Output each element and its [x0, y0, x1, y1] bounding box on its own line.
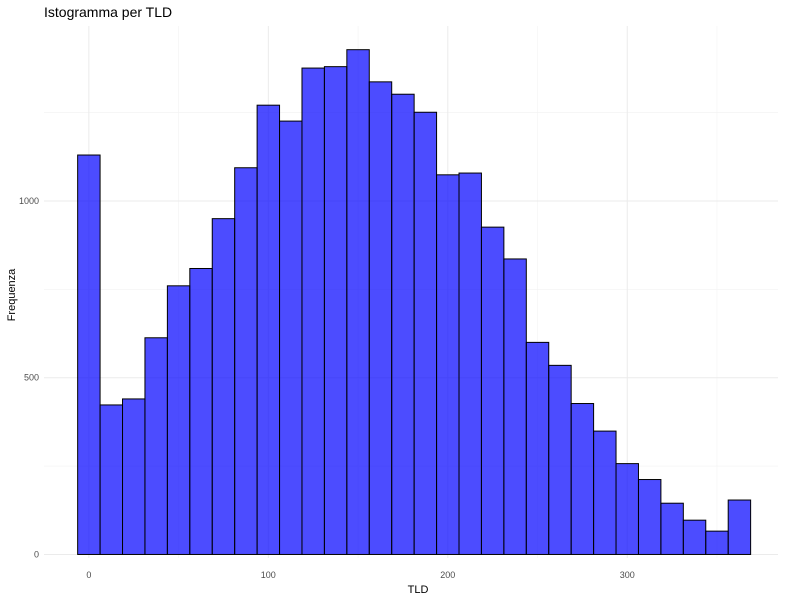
- histogram-bar: [458, 172, 482, 555]
- histogram-bar: [99, 404, 124, 555]
- histogram-bar: [144, 337, 168, 555]
- bars-layer: [77, 49, 752, 555]
- histogram-bar: [279, 120, 303, 555]
- histogram-bar: [368, 81, 393, 555]
- histogram-bar: [705, 530, 729, 555]
- x-tick-label: 0: [86, 570, 91, 580]
- y-tick-label: 500: [24, 373, 39, 383]
- histogram-bar: [727, 499, 752, 555]
- y-axis-label: Frequenza: [6, 268, 18, 321]
- histogram-bar: [122, 398, 146, 555]
- histogram-bar: [436, 174, 460, 555]
- histogram-bar: [593, 430, 617, 555]
- histogram-bar: [346, 49, 370, 555]
- histogram-bar: [548, 364, 572, 555]
- histogram-bar: [570, 403, 595, 555]
- y-tick-label: 0: [34, 549, 39, 559]
- histogram-bar: [189, 267, 213, 555]
- histogram-bar: [211, 218, 236, 555]
- histogram-bar: [323, 66, 348, 555]
- chart-title: Istogramma per TLD: [44, 4, 172, 20]
- histogram-bar: [682, 519, 707, 555]
- histogram-bar: [391, 93, 415, 555]
- x-tick-label: 200: [440, 570, 455, 580]
- x-axis-label: TLD: [408, 584, 429, 596]
- histogram-bar: [256, 104, 281, 555]
- histogram-bar: [615, 463, 639, 555]
- histogram-bar: [660, 502, 684, 555]
- histogram-bar: [413, 111, 438, 555]
- histogram-bar: [166, 285, 191, 555]
- x-tick-label: 300: [620, 570, 635, 580]
- y-tick-label: 1000: [19, 196, 39, 206]
- histogram-bar: [503, 258, 527, 555]
- histogram-bar: [234, 167, 258, 555]
- histogram-bar: [77, 154, 101, 555]
- histogram-bar: [301, 67, 325, 555]
- x-tick-label: 100: [261, 570, 276, 580]
- histogram-bar: [637, 479, 662, 555]
- histogram-bar: [480, 226, 505, 555]
- histogram-bar: [525, 341, 550, 555]
- ticks-layer: 0 100 200 300 0 500 1000: [19, 196, 635, 580]
